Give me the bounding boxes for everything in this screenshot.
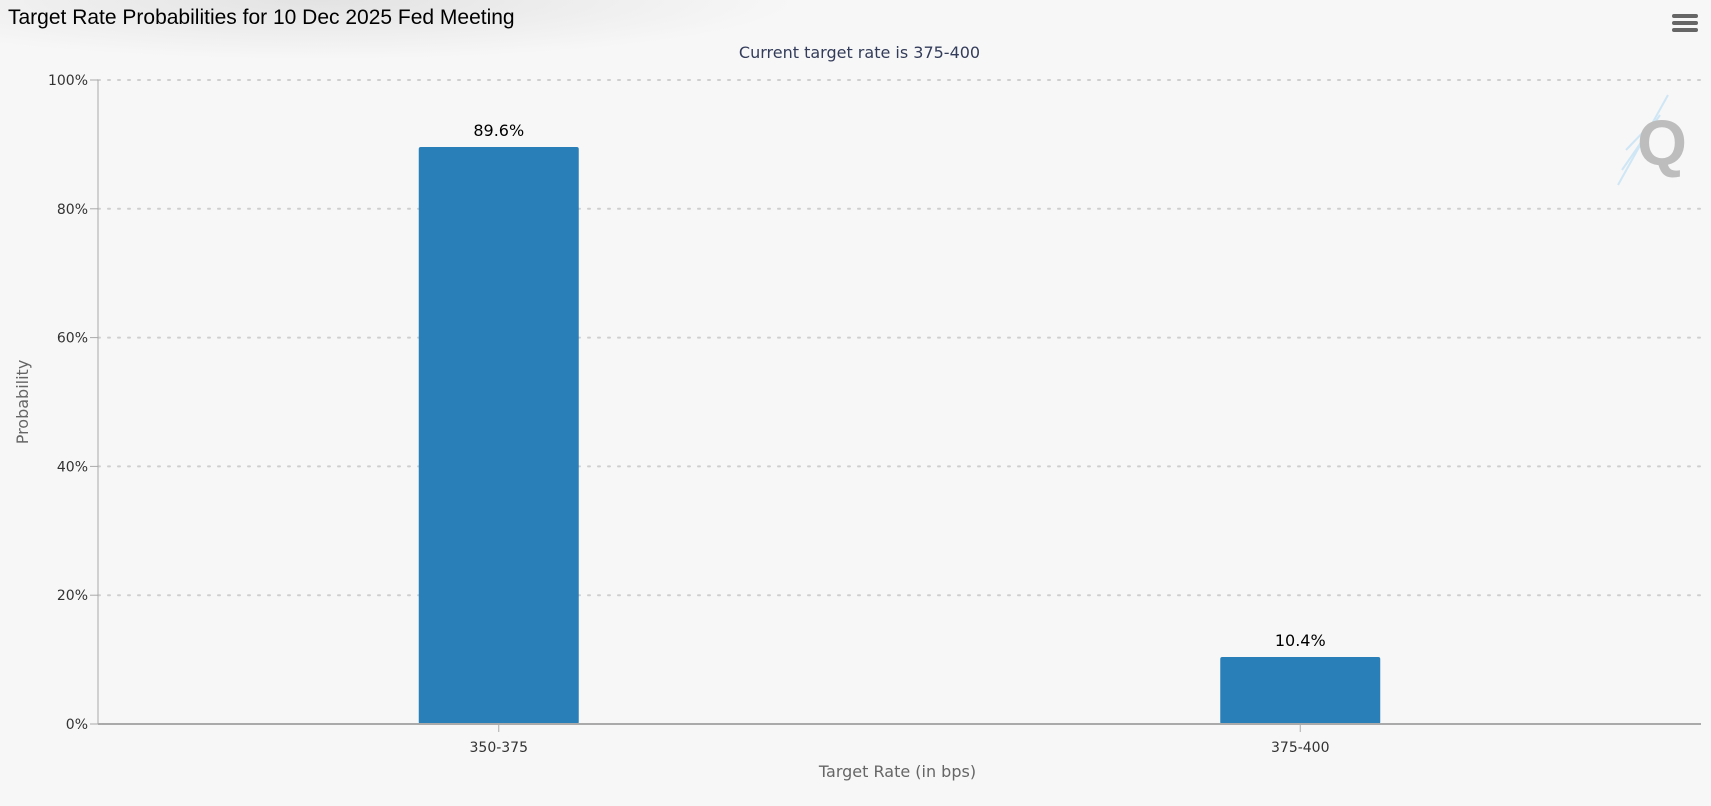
- hamburger-menu-icon[interactable]: [1672, 14, 1698, 36]
- y-tick-label: 40%: [57, 459, 88, 475]
- data-label: 89.6%: [473, 121, 524, 140]
- bars: 89.6% 10.4%: [418, 121, 1381, 724]
- data-label: 10.4%: [1275, 631, 1326, 650]
- page-title: Target Rate Probabilities for 10 Dec 202…: [8, 6, 605, 30]
- grid-lines: [97, 79, 1702, 597]
- x-axis-title: Target Rate (in bps): [818, 762, 976, 781]
- y-axis-ticks: 0% 20% 40% 60% 80% 100%: [48, 73, 98, 733]
- y-tick-label: 0%: [66, 717, 88, 733]
- x-tick-label: 350-375: [470, 740, 529, 756]
- x-tick-label: 375-400: [1271, 740, 1330, 756]
- y-tick-label: 60%: [57, 331, 88, 347]
- y-axis-title: Probability: [13, 360, 32, 445]
- x-axis-ticks: 350-375 375-400: [470, 724, 1330, 756]
- q-logo-icon: Q: [1617, 94, 1687, 186]
- bar-375-400[interactable]: [1220, 657, 1381, 724]
- y-tick-label: 100%: [48, 73, 88, 89]
- chart-subtitle: Current target rate is 375-400: [739, 43, 980, 62]
- svg-text:Q: Q: [1637, 107, 1687, 179]
- bar-350-375[interactable]: [418, 146, 579, 724]
- y-tick-label: 80%: [57, 202, 88, 218]
- y-tick-label: 20%: [57, 588, 88, 604]
